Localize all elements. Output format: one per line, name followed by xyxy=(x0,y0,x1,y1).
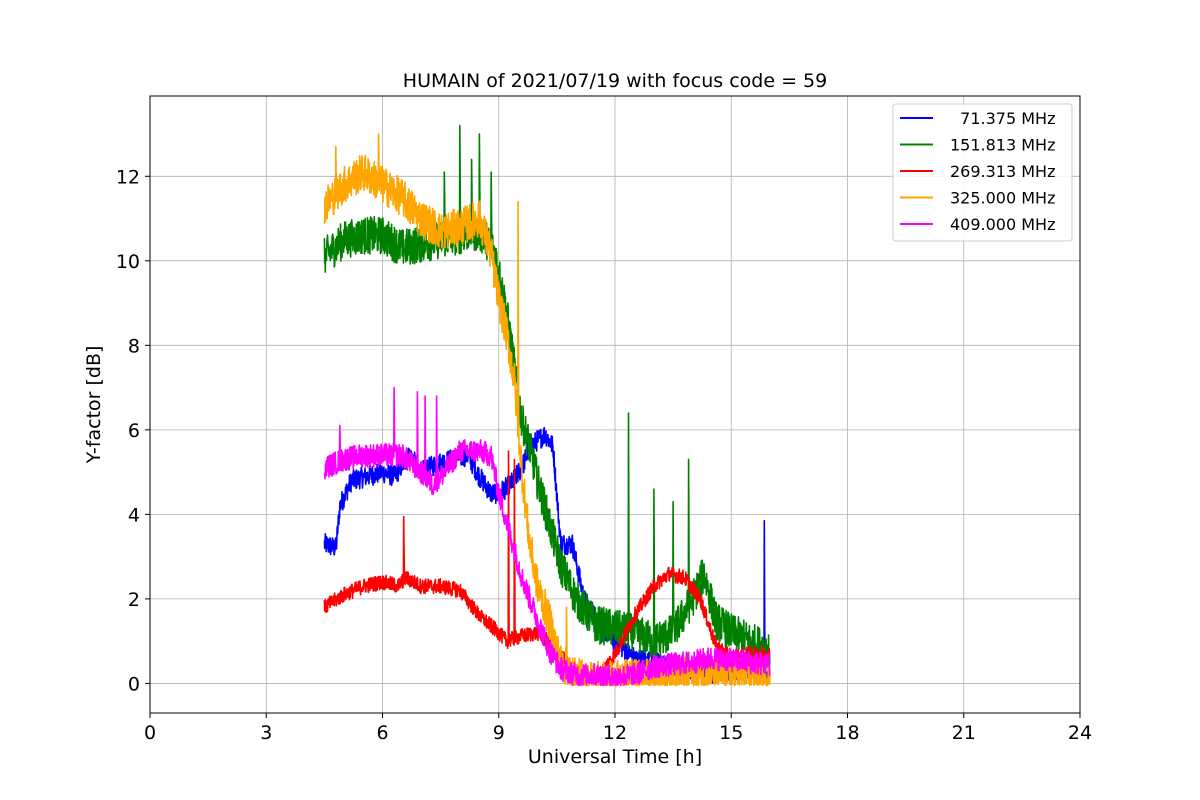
x-tick-label: 24 xyxy=(1068,722,1092,744)
legend-box xyxy=(892,103,1073,242)
y-tick-label: 0 xyxy=(128,673,140,695)
x-tick-label: 12 xyxy=(603,722,627,744)
x-tick-label: 21 xyxy=(952,722,976,744)
legend-label: 71.375 MHz xyxy=(950,109,1055,128)
x-axis-title: Universal Time [h] xyxy=(528,746,702,768)
x-tick-label: 18 xyxy=(835,722,859,744)
x-tick-label: 0 xyxy=(144,722,156,744)
series-line xyxy=(323,386,771,687)
legend-label: 325.000 MHz xyxy=(950,189,1055,208)
legend-label: 409.000 MHz xyxy=(950,215,1055,234)
series-line xyxy=(323,133,771,687)
x-tick-label: 3 xyxy=(260,722,272,744)
y-axis-title: Y-factor [dB] xyxy=(83,346,105,465)
legend: 71.375 MHz 151.813 MHz 269.313 MHz 325.000 … xyxy=(892,103,1073,242)
y-tick-label: 8 xyxy=(128,335,140,357)
x-tick-label: 6 xyxy=(376,722,388,744)
x-tick-label: 9 xyxy=(493,722,505,744)
y-tick-label: 4 xyxy=(128,504,140,526)
y-tick-label: 2 xyxy=(128,589,140,611)
series-layer xyxy=(323,124,771,687)
legend-label: 269.313 MHz xyxy=(950,162,1055,181)
chart-title: HUMAIN of 2021/07/19 with focus code = 5… xyxy=(403,70,827,92)
legend-label: 151.813 MHz xyxy=(950,136,1055,155)
y-tick-label: 6 xyxy=(128,420,140,442)
y-tick-label: 12 xyxy=(116,166,140,188)
grid xyxy=(149,96,1081,713)
x-tick-label: 15 xyxy=(719,722,743,744)
y-tick-label: 10 xyxy=(116,251,140,273)
